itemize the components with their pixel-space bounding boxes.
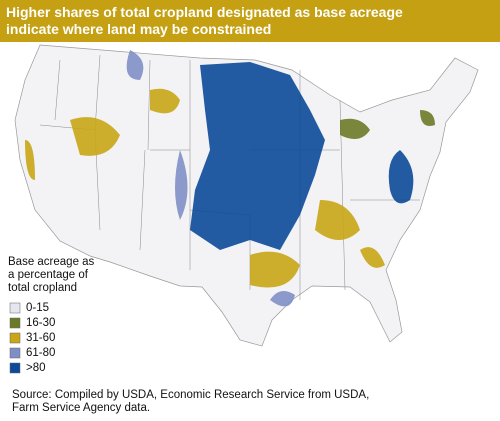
crop-region bbox=[190, 62, 325, 250]
legend-swatch bbox=[9, 302, 21, 314]
legend-swatch bbox=[9, 317, 21, 329]
legend-title: a percentage of bbox=[8, 269, 89, 281]
legend-swatch bbox=[9, 332, 21, 344]
crop-region bbox=[25, 140, 35, 180]
crop-region bbox=[315, 200, 360, 240]
legend-label: 0-15 bbox=[26, 302, 49, 314]
crop-region bbox=[420, 110, 435, 126]
crop-region bbox=[360, 247, 385, 268]
source-note: Source: Compiled by USDA, Economic Resea… bbox=[12, 389, 369, 401]
legend-label: 61-80 bbox=[26, 347, 55, 359]
legend-title: total cropland bbox=[8, 282, 77, 294]
crop-region bbox=[175, 150, 188, 220]
legend-swatch bbox=[9, 362, 21, 374]
legend-swatch bbox=[9, 347, 21, 359]
legend-title: Base acreage as bbox=[8, 256, 95, 268]
legend-label: 16-30 bbox=[26, 317, 55, 329]
crop-region bbox=[126, 50, 144, 80]
crop-region bbox=[270, 291, 295, 307]
crop-region bbox=[150, 88, 180, 114]
crop-region bbox=[70, 117, 120, 156]
title-line: indicate where land may be constrained bbox=[6, 21, 272, 37]
title-line: Higher shares of total cropland designat… bbox=[6, 4, 403, 20]
crop-region bbox=[250, 251, 300, 288]
legend-label: 31-60 bbox=[26, 332, 55, 344]
header: Higher shares of total cropland designat… bbox=[0, 0, 500, 42]
source-note: Farm Service Agency data. bbox=[12, 402, 150, 414]
legend-label: >80 bbox=[26, 362, 46, 374]
crop-region bbox=[388, 150, 414, 204]
crop-region bbox=[340, 118, 370, 139]
